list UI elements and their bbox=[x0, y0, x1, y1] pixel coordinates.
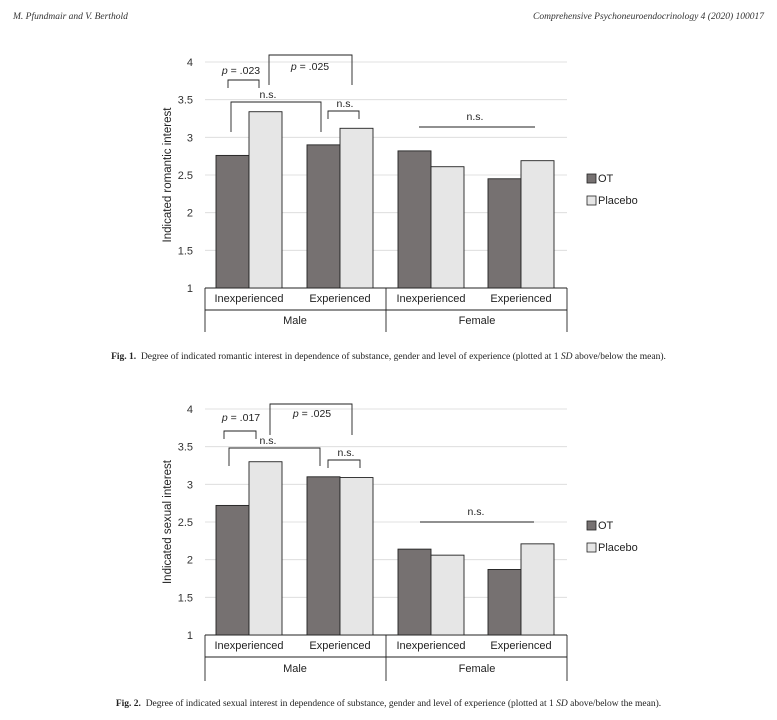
significance-label: n.s. bbox=[468, 506, 485, 518]
y-tick-label: 2 bbox=[187, 208, 193, 220]
y-tick-label: 1.5 bbox=[178, 245, 193, 257]
caption-sd: SD bbox=[556, 699, 568, 709]
bar-placebo bbox=[248, 111, 283, 289]
significance-label: n.s. bbox=[260, 89, 277, 101]
category-label: Experienced bbox=[309, 640, 370, 652]
bar-placebo bbox=[339, 127, 374, 289]
significance-bracket bbox=[327, 110, 360, 119]
y-tick-label: 3.5 bbox=[178, 95, 193, 107]
significance-label: n.s. bbox=[467, 111, 484, 123]
caption-text: Degree of indicated romantic interest in… bbox=[140, 352, 559, 362]
legend-swatch-ot bbox=[586, 520, 597, 531]
significance-bracket bbox=[268, 54, 353, 85]
bar-ot bbox=[215, 154, 250, 289]
bar-placebo bbox=[430, 166, 465, 289]
caption-label: Fig. 1. bbox=[111, 352, 137, 362]
significance-label: n.s. bbox=[260, 435, 277, 447]
significance-label: p = .025 bbox=[292, 408, 331, 420]
legend-label-placebo: Placebo bbox=[598, 542, 638, 554]
y-tick-label: 1 bbox=[187, 630, 193, 642]
sexual-interest-chart: 1 1.5 2 2.5 3 3.5 4 Indicated sexual interest In… bbox=[162, 403, 638, 681]
category-label: Inexperienced bbox=[396, 293, 465, 305]
y-tick-label: 4 bbox=[187, 57, 193, 69]
bar-ot bbox=[397, 150, 432, 289]
significance-bracket bbox=[228, 447, 321, 466]
bar-placebo bbox=[520, 160, 555, 289]
significance-label: n.s. bbox=[337, 98, 354, 110]
caption-label: Fig. 2. bbox=[115, 699, 141, 709]
y-axis-label: Indicated romantic interest bbox=[162, 107, 174, 243]
y-tick-label: 1 bbox=[187, 283, 193, 295]
significance-bracket bbox=[230, 101, 322, 132]
category-label: Inexperienced bbox=[214, 293, 283, 305]
bar-placebo bbox=[339, 477, 374, 636]
significance-bracket bbox=[227, 79, 260, 88]
y-axis-label: Indicated sexual interest bbox=[162, 459, 174, 584]
y-tick-label: 3 bbox=[187, 479, 193, 491]
bar-placebo bbox=[520, 543, 555, 636]
caption-sd: SD bbox=[560, 352, 573, 362]
group-label-male: Male bbox=[283, 315, 307, 327]
figure-2-caption: Fig. 2. Degree of indicated sexual inter… bbox=[0, 699, 777, 709]
y-tick-label: 2.5 bbox=[178, 170, 193, 182]
category-label: Experienced bbox=[490, 640, 551, 652]
y-tick-label: 4 bbox=[187, 404, 193, 416]
running-head-authors: M. Pfundmair and V. Berthold bbox=[13, 12, 128, 22]
significance-label: p = .025 bbox=[290, 61, 329, 73]
significance-label: p = .017 bbox=[221, 412, 260, 424]
legend-swatch-placebo bbox=[586, 195, 597, 206]
caption-text: Degree of indicated sexual interest in d… bbox=[145, 699, 554, 709]
category-label: Inexperienced bbox=[214, 640, 283, 652]
bar-placebo bbox=[248, 461, 283, 636]
y-tick-label: 2.5 bbox=[178, 517, 193, 529]
y-tick-label: 2 bbox=[187, 555, 193, 567]
bar-ot bbox=[487, 178, 522, 289]
caption-text-end: above/below the mean). bbox=[570, 699, 662, 709]
bar-ot bbox=[306, 144, 341, 289]
y-tick-label: 3.5 bbox=[178, 442, 193, 454]
figure-1-caption: Fig. 1. Degree of indicated romantic int… bbox=[0, 352, 777, 362]
group-label-male: Male bbox=[283, 663, 307, 675]
legend-swatch-ot bbox=[586, 173, 597, 184]
significance-label: p = .023 bbox=[221, 65, 260, 77]
bar-ot bbox=[215, 504, 250, 636]
category-label: Experienced bbox=[490, 293, 551, 305]
running-head-journal: Comprehensive Psychoneuroendocrinology 4… bbox=[533, 12, 764, 22]
bar-ot bbox=[306, 476, 341, 636]
bar-placebo bbox=[430, 554, 465, 636]
y-tick-label: 3 bbox=[187, 132, 193, 144]
significance-label: n.s. bbox=[338, 447, 355, 459]
legend-label-ot: OT bbox=[598, 520, 614, 532]
category-label: Inexperienced bbox=[396, 640, 465, 652]
legend-label-placebo: Placebo bbox=[598, 195, 638, 207]
significance-bracket bbox=[269, 403, 353, 435]
bar-ot bbox=[487, 569, 522, 636]
legend-label-ot: OT bbox=[598, 173, 614, 185]
group-label-female: Female bbox=[459, 663, 496, 675]
significance-bracket bbox=[327, 459, 361, 468]
category-label: Experienced bbox=[309, 293, 370, 305]
bar-ot bbox=[397, 548, 432, 636]
group-label-female: Female bbox=[459, 315, 496, 327]
y-tick-label: 1.5 bbox=[178, 592, 193, 604]
significance-bracket bbox=[223, 430, 257, 439]
caption-text-end: above/below the mean). bbox=[574, 352, 666, 362]
romantic-interest-chart: 1 1.5 2 2.5 3 3.5 4 Indicated romantic interest… bbox=[162, 54, 638, 332]
legend-swatch-placebo bbox=[586, 542, 597, 553]
